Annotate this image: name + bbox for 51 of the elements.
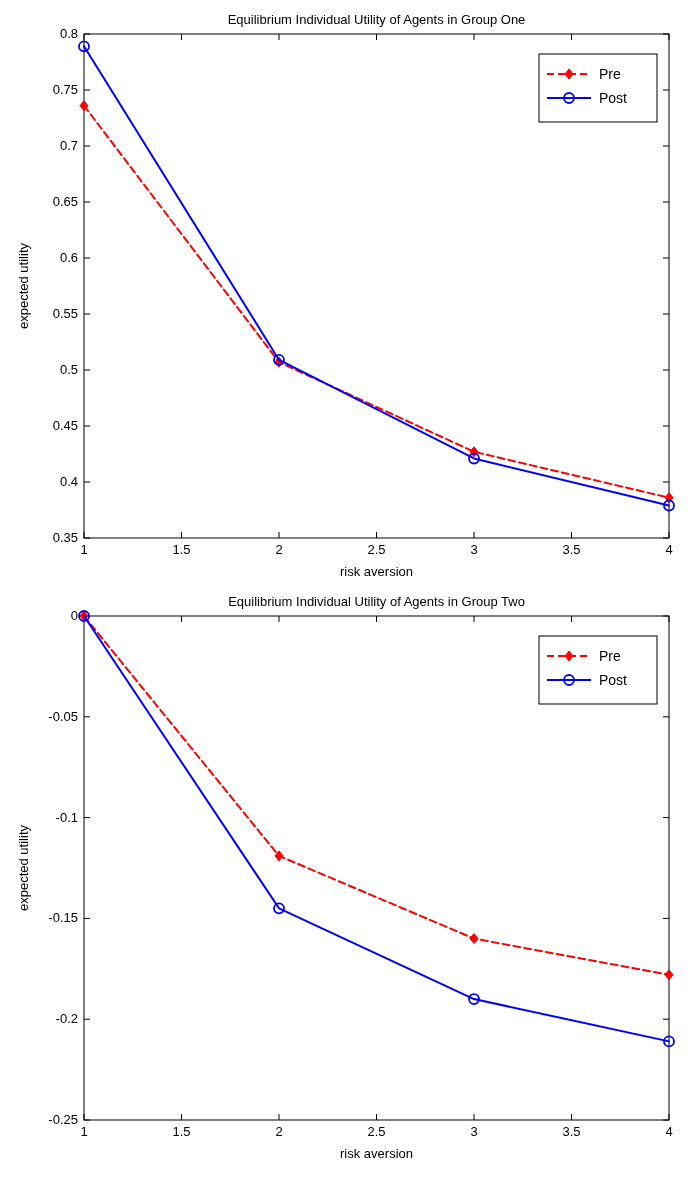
y-axis-title: expected utility bbox=[16, 242, 31, 329]
point bbox=[664, 969, 674, 981]
y-tick-label: 0.75 bbox=[52, 82, 78, 97]
y-tick-label: -0.05 bbox=[48, 708, 78, 724]
x-tick-label: 1 bbox=[80, 542, 88, 557]
y-tick-label: 0 bbox=[70, 608, 78, 623]
y-tick-label: -0.2 bbox=[55, 1011, 78, 1027]
point bbox=[663, 499, 675, 512]
y-tick-label: -0.25 bbox=[48, 1112, 78, 1127]
x-tick-label: 1.5 bbox=[172, 1124, 191, 1139]
y-tick-label: -0.1 bbox=[55, 809, 78, 825]
x-tick-label: 1.5 bbox=[172, 542, 191, 557]
y-tick-label: 0.45 bbox=[52, 418, 78, 433]
chart-title: Equilibrium Individual Utility of Agents in Group One bbox=[227, 12, 526, 27]
legend-label: Post bbox=[599, 672, 628, 688]
point bbox=[468, 993, 480, 1005]
point bbox=[468, 452, 480, 465]
point bbox=[79, 100, 89, 112]
x-tick-label: 2 bbox=[275, 1124, 283, 1139]
x-axis-title: risk aversion bbox=[340, 564, 413, 579]
x-tick-label: 1 bbox=[80, 1124, 88, 1139]
point bbox=[78, 40, 90, 53]
y-tick-label: 0.4 bbox=[59, 474, 78, 489]
legend-label: Post bbox=[599, 90, 628, 106]
chart-title: Equilibrium Individual Utility of Agents in Group Two bbox=[228, 594, 525, 609]
y-tick-label: 0.55 bbox=[52, 306, 78, 321]
x-tick-label: 3.5 bbox=[562, 1124, 581, 1139]
point bbox=[664, 492, 674, 504]
point bbox=[663, 1035, 675, 1048]
point bbox=[273, 902, 285, 915]
y-tick-label: 0.8 bbox=[59, 26, 78, 41]
y-tick-label: 0.7 bbox=[59, 138, 78, 153]
y-tick-label: 0.65 bbox=[52, 194, 78, 209]
x-tick-label: 4 bbox=[665, 1124, 673, 1139]
x-tick-label: 2.5 bbox=[367, 542, 386, 557]
x-axis-title: risk aversion bbox=[340, 1146, 413, 1161]
point bbox=[274, 850, 284, 862]
x-tick-label: 4 bbox=[665, 542, 673, 557]
y-tick-label: 0.6 bbox=[59, 250, 78, 265]
x-tick-label: 3.5 bbox=[562, 542, 581, 557]
x-tick-label: 2 bbox=[275, 542, 283, 557]
y-tick-label: -0.15 bbox=[48, 910, 78, 926]
point bbox=[469, 933, 479, 945]
y-tick-label: 0.5 bbox=[59, 362, 78, 377]
legend-label: Pre bbox=[599, 66, 621, 82]
x-tick-label: 3 bbox=[470, 542, 478, 557]
y-tick-label: 0.35 bbox=[52, 530, 78, 545]
x-tick-label: 2.5 bbox=[367, 1124, 386, 1139]
y-axis-title: expected utility bbox=[16, 824, 31, 911]
legend-label: Pre bbox=[599, 648, 621, 664]
x-tick-label: 3 bbox=[470, 1124, 478, 1139]
